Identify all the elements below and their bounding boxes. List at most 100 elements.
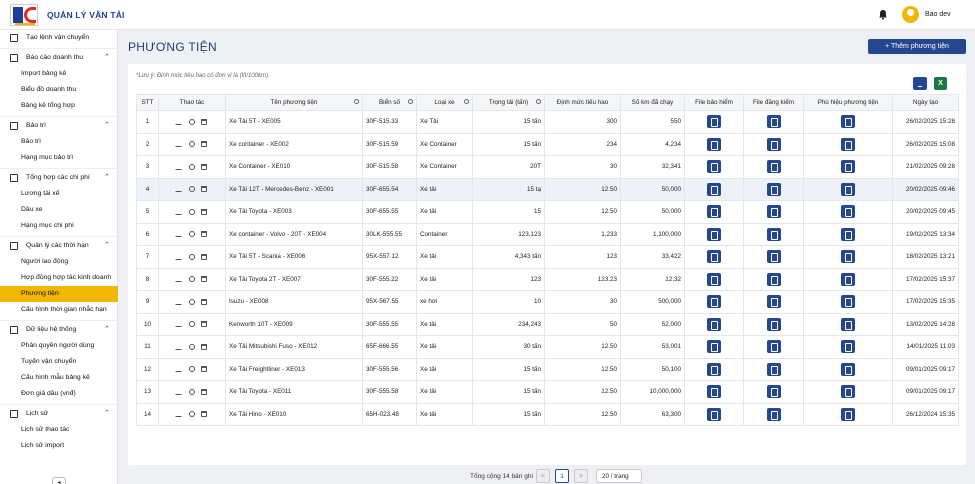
inspection-file-icon[interactable] [766,407,781,421]
trash-icon[interactable] [201,141,207,148]
trash-icon[interactable] [201,388,207,395]
edit-icon[interactable] [175,141,185,148]
table-row[interactable]: 3 Xe Container - XE010 30F-515.58 Xe Contai… [136,155,959,179]
inspection-file-icon[interactable] [766,272,781,286]
excel-export-icon[interactable]: X [934,77,947,90]
insurance-file-icon[interactable] [707,205,721,219]
sidebar-item-10[interactable]: Dầu xe [0,202,118,218]
sidebar-group-8[interactable]: Tổng hợp các chi phí ⌃ [0,170,118,186]
sidebar-item-18[interactable]: Phân quyền người dùng [0,338,118,354]
sidebar-group-1[interactable]: Báo cáo doanh thu ⌃ [0,50,118,66]
table-row[interactable]: 13 Xe Tải Toyota - XE011 30F-555.58 Xe tải 1… [136,380,959,404]
column-search-icon[interactable] [464,99,469,104]
trash-icon[interactable] [201,118,207,125]
sidebar-item-6[interactable]: Bảo trì [0,134,118,150]
sidebar-item-11[interactable]: Hạng mục chi phí [0,218,118,234]
sidebar-group-17[interactable]: Dữ liệu hệ thống ⌃ [0,322,118,338]
table-row[interactable]: 2 Xe container - XE002 30F-515.59 Xe Contai… [136,132,959,156]
insurance-file-icon[interactable] [707,317,721,331]
sidebar-item-16[interactable]: Cấu hình thời gian nhắc hạn [0,302,118,318]
sidebar-collapse-button[interactable]: ◂ [52,477,66,484]
add-vehicle-button[interactable]: + Thêm phương tiện [868,39,966,54]
insurance-file-icon[interactable] [707,182,721,196]
badge-file-icon[interactable] [841,205,855,219]
table-row[interactable]: 6 Xe container - Volvo - 20T - XE004 30LK-… [136,222,959,246]
badge-file-icon[interactable] [841,227,855,241]
eye-icon[interactable] [189,186,195,193]
edit-icon[interactable] [175,118,185,125]
trash-icon[interactable] [201,343,207,350]
eye-icon[interactable] [189,388,195,395]
edit-icon[interactable] [175,411,185,418]
edit-icon[interactable] [175,298,185,305]
eye-icon[interactable] [189,343,195,350]
inspection-file-icon[interactable] [766,362,781,376]
inspection-file-icon[interactable] [766,385,781,399]
current-page-button[interactable]: 1 [555,469,569,483]
table-row[interactable]: 12 Xe Tải Freightliner - XE013 30F-555.56 X… [136,357,959,381]
badge-file-icon[interactable] [841,160,855,174]
badge-file-icon[interactable] [841,295,855,309]
sidebar-item-7[interactable]: Hạng mục bảo trì [0,150,118,166]
avatar[interactable] [902,6,919,23]
eye-icon[interactable] [189,411,195,418]
edit-icon[interactable] [175,321,185,328]
trash-icon[interactable] [201,321,207,328]
edit-icon[interactable] [175,208,185,215]
inspection-file-icon[interactable] [766,250,781,264]
trash-icon[interactable] [201,208,207,215]
inspection-file-icon[interactable] [766,227,781,241]
inspection-file-icon[interactable] [766,182,781,196]
edit-icon[interactable] [175,253,185,260]
bell-icon[interactable] [878,9,888,20]
trash-icon[interactable] [201,186,207,193]
eye-icon[interactable] [189,231,195,238]
trash-icon[interactable] [201,366,207,373]
badge-file-icon[interactable] [841,407,855,421]
badge-file-icon[interactable] [841,115,855,129]
eye-icon[interactable] [189,321,195,328]
sidebar-item-23[interactable]: Lịch sử thao tác [0,422,118,438]
edit-icon[interactable] [175,343,185,350]
badge-file-icon[interactable] [841,182,855,196]
insurance-file-icon[interactable] [707,227,721,241]
insurance-file-icon[interactable] [707,250,721,264]
trash-icon[interactable] [201,231,207,238]
column-search-icon[interactable] [536,99,541,104]
inspection-file-icon[interactable] [766,340,781,354]
edit-icon[interactable] [175,163,185,170]
page-size-select[interactable]: 20 / trang [596,469,642,483]
table-row[interactable]: 9 Isuzu - XE008 95X-567.55 xe hơi 10 30 500,00… [136,290,959,314]
edit-icon[interactable] [175,388,185,395]
edit-icon[interactable] [175,231,185,238]
eye-icon[interactable] [189,276,195,283]
edit-icon[interactable] [175,186,185,193]
inspection-file-icon[interactable] [766,205,781,219]
badge-file-icon[interactable] [841,137,855,151]
badge-file-icon[interactable] [841,317,855,331]
eye-icon[interactable] [189,298,195,305]
badge-file-icon[interactable] [841,385,855,399]
sidebar-item-21[interactable]: Đơn giá dầu (vnđ) [0,386,118,402]
table-row[interactable]: 5 Xe Tải Toyota - XE003 30F-655.55 Xe tải 15… [136,200,959,224]
eye-icon[interactable] [189,118,195,125]
table-row[interactable]: 14 Xe Tải Hino - XE010 65H-023.48 Xe tải 15 … [136,402,959,426]
insurance-file-icon[interactable] [707,115,721,129]
inspection-file-icon[interactable] [766,160,781,174]
insurance-file-icon[interactable] [707,362,721,376]
eye-icon[interactable] [189,208,195,215]
sidebar-item-15[interactable]: Phương tiện [0,286,118,302]
badge-file-icon[interactable] [841,340,855,354]
prev-page-button[interactable]: < [536,469,550,483]
column-search-icon[interactable] [408,99,413,104]
sidebar-item-2[interactable]: Import bảng kê [0,66,118,82]
insurance-file-icon[interactable] [707,160,721,174]
sidebar-item-20[interactable]: Cấu hình mẫu bảng kê [0,370,118,386]
table-row[interactable]: 7 Xe Tải 5T - Scania - XE006 95X-557.12 Xe … [136,245,959,269]
download-icon[interactable] [913,77,927,90]
sidebar-group-5[interactable]: Bảo trì ⌃ [0,118,118,134]
eye-icon[interactable] [189,253,195,260]
sidebar-item-3[interactable]: Biểu đồ doanh thu [0,82,118,98]
sidebar-group-0[interactable]: Tạo lệnh vận chuyển [0,30,118,46]
edit-icon[interactable] [175,276,185,283]
